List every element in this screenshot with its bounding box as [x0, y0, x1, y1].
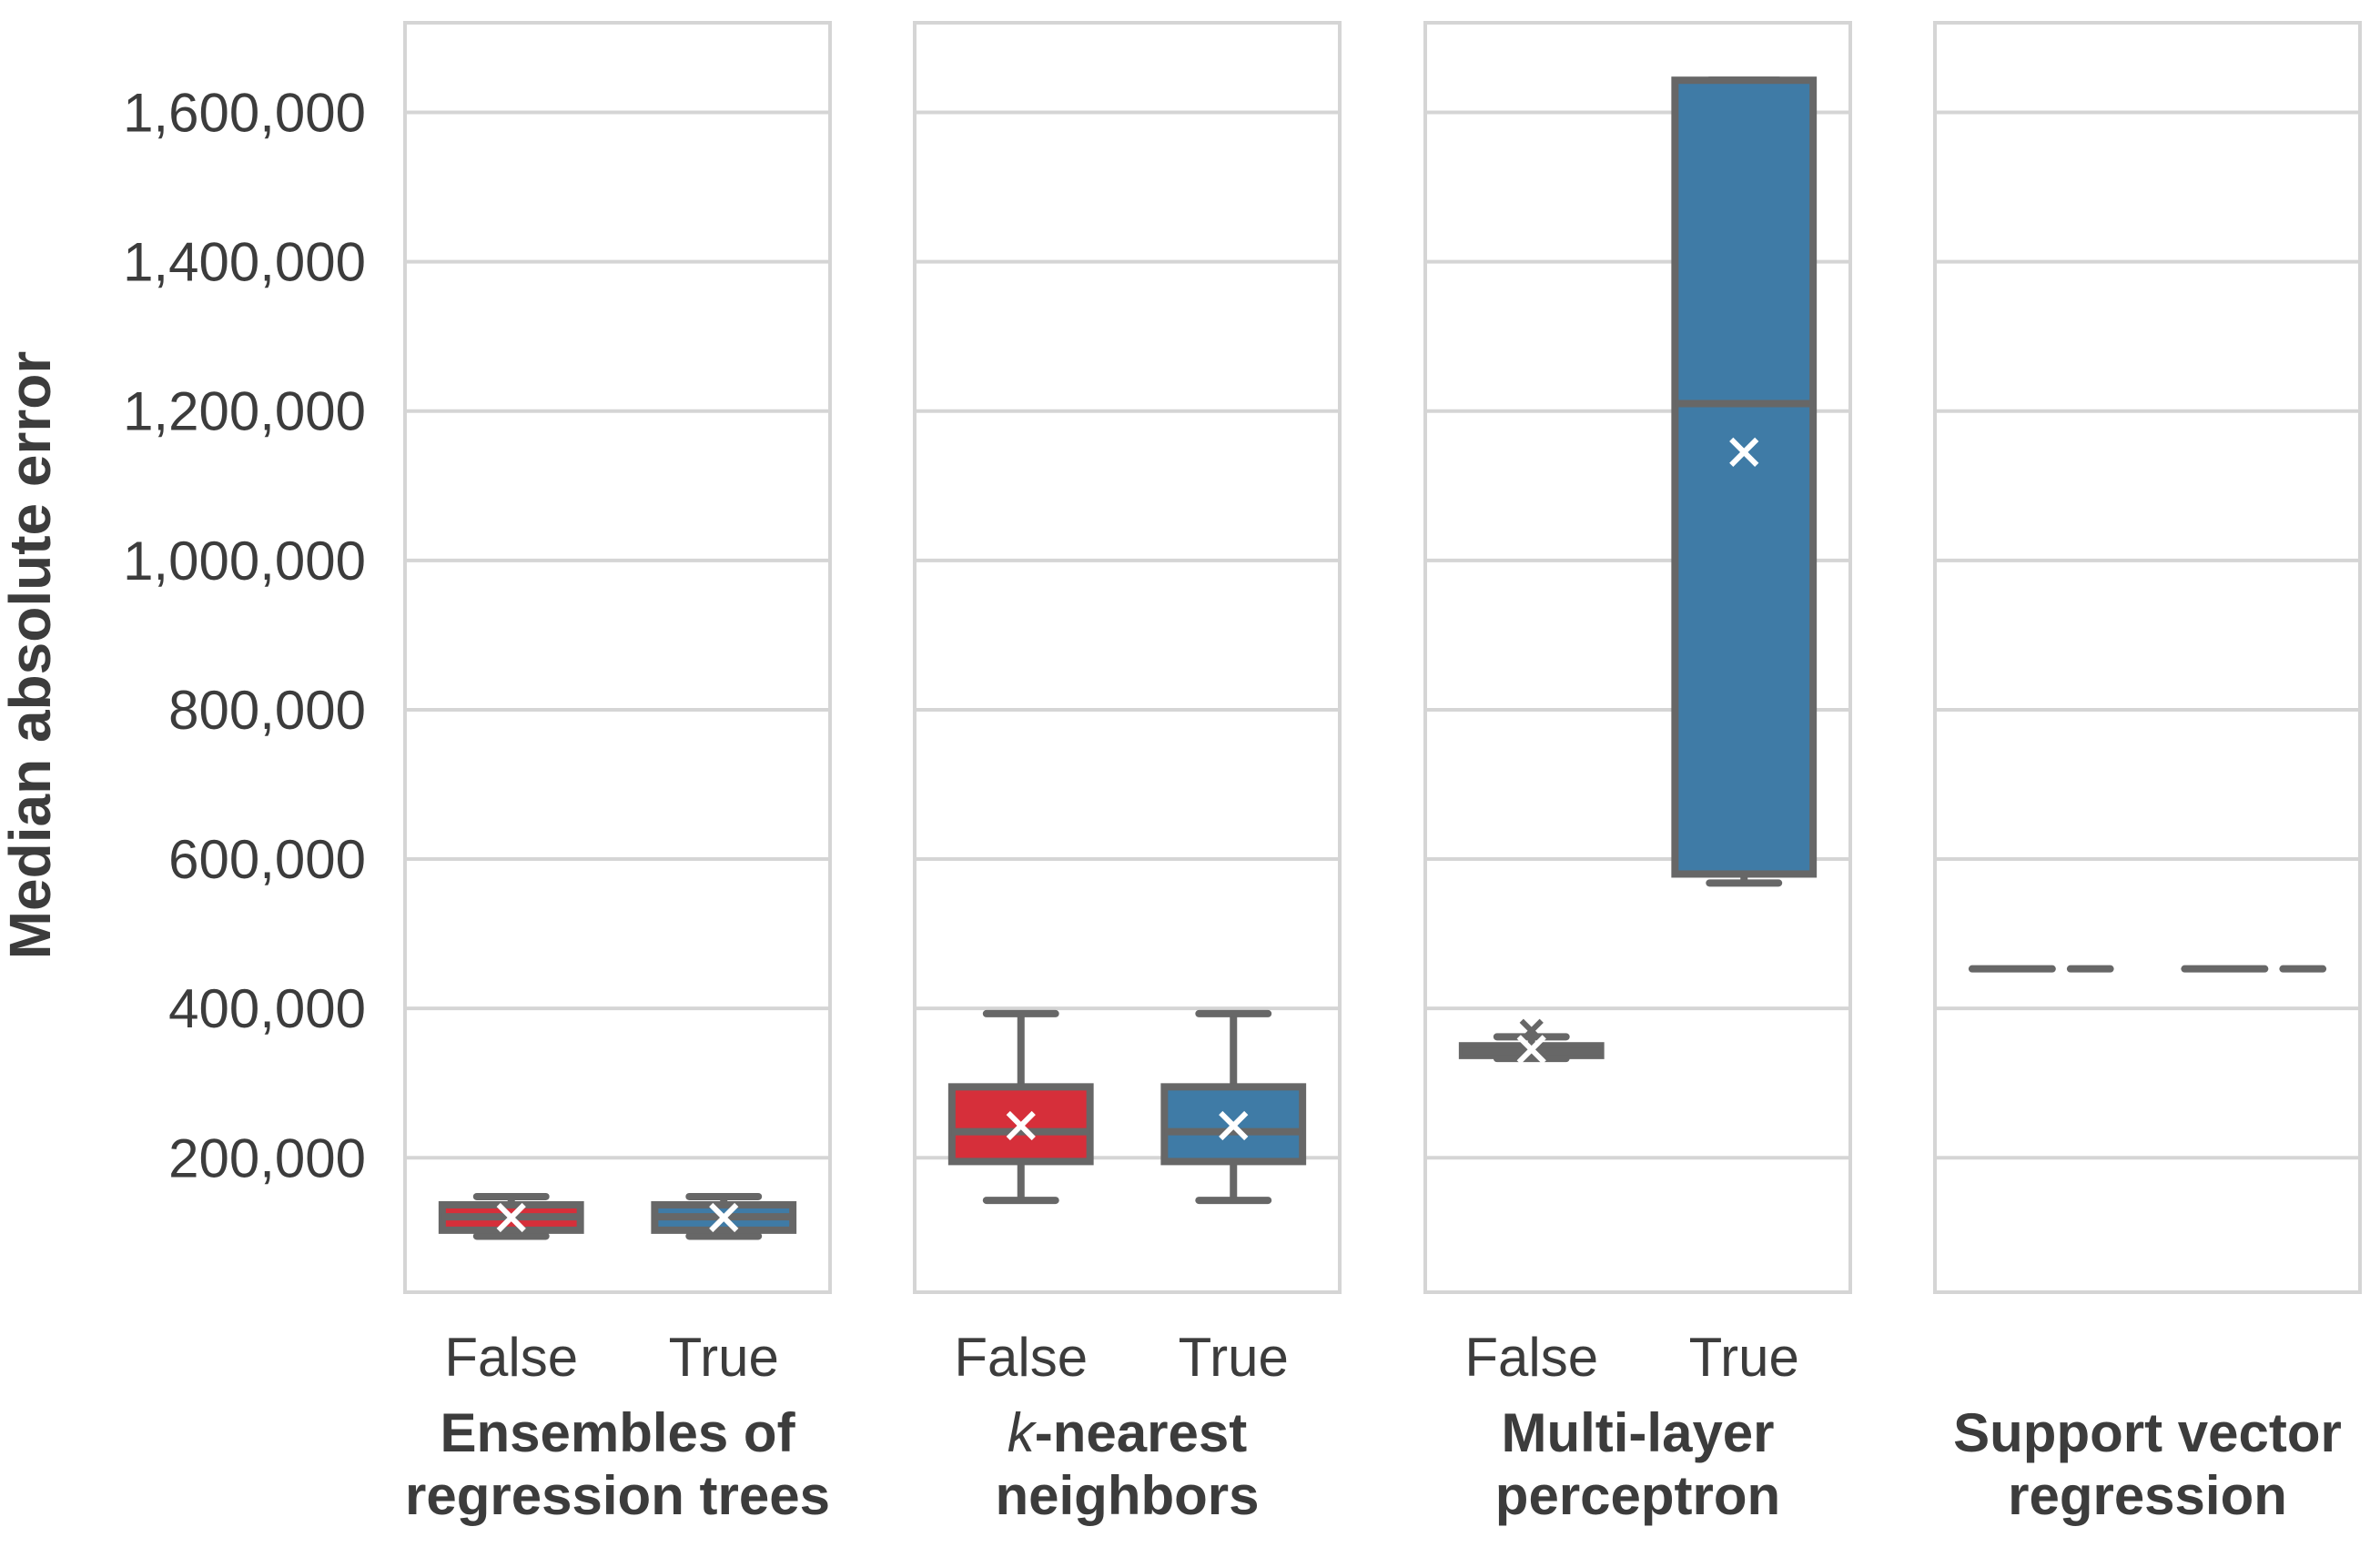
mean-marker — [709, 1202, 739, 1233]
panel-title-italic: k — [1008, 1402, 1038, 1463]
panel-title-line: k-nearest — [1008, 1402, 1247, 1463]
y-tick-labels: 200,000 400,000 600,000 800,000 1,000,000 1,2… — [123, 82, 366, 1188]
y-tick-label: 400,000 — [168, 978, 366, 1039]
x-tick-labels: False True False True False True — [444, 1327, 1798, 1388]
panel-title-line: neighbors — [995, 1465, 1259, 1526]
y-tick-label: 1,600,000 — [123, 82, 366, 143]
mean-marker — [1516, 1035, 1546, 1065]
panel-frame — [1423, 21, 1852, 1294]
x-tick-label: False — [444, 1327, 578, 1388]
mean-marker — [1729, 437, 1759, 467]
y-tick-label: 1,000,000 — [123, 531, 366, 592]
y-axis-label: Median absolute error — [0, 351, 63, 960]
panel-title-line: perceptron — [1495, 1465, 1780, 1526]
panel-title-line: Ensembles of — [440, 1402, 795, 1463]
y-tick-label: 200,000 — [168, 1127, 366, 1188]
panel-title-text: -nearest — [1035, 1402, 1247, 1463]
x-tick-label: False — [1464, 1327, 1598, 1388]
y-tick-label: 1,200,000 — [123, 381, 366, 442]
x-tick-label: False — [954, 1327, 1088, 1388]
mean-marker — [1219, 1110, 1249, 1141]
panel-title-line: Multi-layer — [1501, 1402, 1774, 1463]
x-tick-label: True — [1689, 1327, 1799, 1388]
panel-title-line: Support vector — [1953, 1402, 2342, 1463]
outlier-marker — [1519, 1018, 1544, 1043]
mean-marker — [1006, 1110, 1036, 1141]
mean-marker — [496, 1202, 526, 1233]
panel-frame — [403, 21, 832, 1294]
y-tick-label: 1,400,000 — [123, 232, 366, 293]
frame-layer — [403, 21, 2362, 1294]
y-tick-label: 800,000 — [168, 680, 366, 741]
panel-frame — [913, 21, 1342, 1294]
box-true — [1671, 76, 1818, 878]
panel-title-line: regression trees — [405, 1465, 830, 1526]
grid-layer — [405, 110, 2360, 1160]
x-tick-label: True — [669, 1327, 779, 1388]
panel-frame — [1933, 21, 2362, 1294]
y-tick-label: 600,000 — [168, 829, 366, 890]
box-layer — [438, 76, 2327, 1240]
panel-title-line: regression — [2008, 1465, 2287, 1526]
x-tick-label: True — [1179, 1327, 1289, 1388]
